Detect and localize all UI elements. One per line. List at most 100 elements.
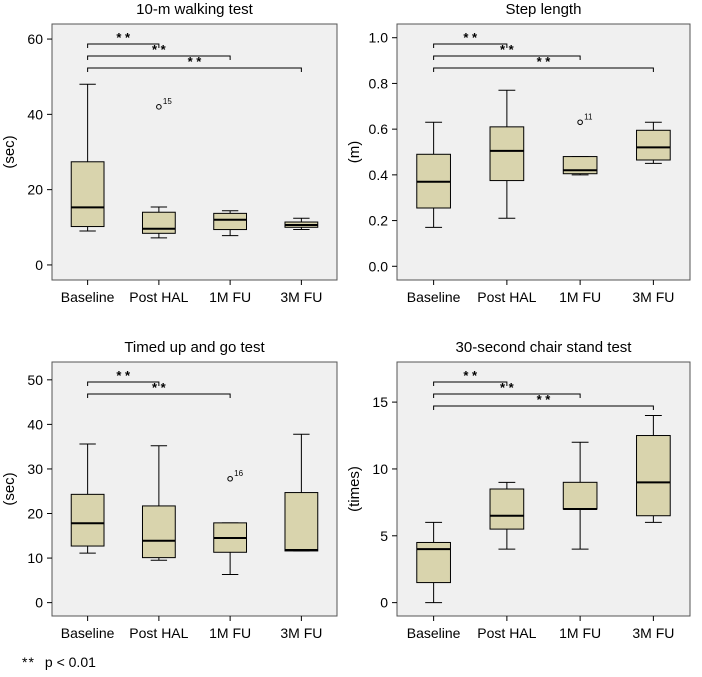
box-baseline (70, 83, 105, 232)
box-3m-fu (284, 217, 319, 231)
y-tick-label: 10 (27, 550, 43, 566)
significance-bracket: * * (433, 54, 654, 72)
significance-stars: * * (116, 368, 131, 383)
y-tick-label: 20 (27, 182, 43, 198)
y-tick-label: 0.8 (369, 75, 389, 91)
x-tick-label: 3M FU (280, 289, 322, 305)
footnote-stars: ** (22, 654, 35, 670)
y-tick-label: 0 (35, 595, 43, 611)
significance-bracket: * * (87, 30, 160, 48)
box-post-hal (141, 445, 176, 561)
box-baseline (70, 443, 105, 554)
box-baseline (416, 121, 451, 228)
x-tick-label: 1M FU (559, 625, 601, 641)
y-tick-label: 0.0 (369, 258, 389, 274)
chart-title: 30-second chair stand test (456, 339, 633, 356)
y-axis-label: (m) (346, 141, 363, 164)
box-iqr (141, 211, 176, 234)
significance-stars: * * (152, 42, 167, 57)
box-1m-fu (562, 441, 598, 550)
bracket-line (87, 393, 231, 398)
box-iqr (213, 212, 248, 231)
box-iqr (70, 161, 105, 228)
significance-bracket: * * (87, 380, 231, 398)
x-tick-label: Post HAL (129, 289, 188, 305)
chart-panel-1: 10-m walking test 0 20 40 60 (sec) Baseline Pos… (1, 1, 338, 305)
chart-panel-3: Timed up and go test 0 10 20 30 40 50 (sec) Base… (1, 339, 338, 641)
significance-bracket: * * (87, 54, 302, 72)
bracket-line (433, 43, 508, 48)
significance-stars: * * (463, 368, 478, 383)
x-tick-label: 3M FU (632, 289, 674, 305)
bracket-line (433, 381, 508, 386)
box-iqr (284, 492, 319, 552)
box-1m-fu: 16 (213, 469, 248, 576)
bracket-line (87, 381, 160, 386)
x-tick-label: Baseline (407, 625, 461, 641)
x-tick-label: 1M FU (559, 289, 601, 305)
box-iqr (489, 126, 525, 182)
box-iqr (636, 435, 671, 517)
bracket-line (433, 393, 581, 398)
chart-panel-4: 30-second chair stand test 0 5 10 15 (times) B… (346, 339, 691, 641)
box-3m-fu (636, 414, 671, 523)
box-3m-fu (636, 121, 671, 164)
significance-bracket: * * (433, 42, 581, 60)
box-post-hal (489, 89, 525, 219)
box-iqr (562, 481, 598, 510)
y-tick-label: 1.0 (369, 30, 389, 46)
significance-bracket: * * (433, 368, 508, 386)
x-tick-label: 1M FU (209, 289, 251, 305)
significance-stars: * * (152, 380, 167, 395)
significance-stars: * * (537, 392, 552, 407)
x-tick-label: Post HAL (477, 625, 536, 641)
y-tick-label: 0 (35, 257, 43, 273)
x-tick-label: Baseline (61, 625, 115, 641)
box-iqr (489, 488, 525, 530)
significance-stars: * * (537, 54, 552, 69)
y-axis-label: (sec) (1, 472, 18, 505)
bracket-line (87, 67, 302, 72)
y-tick-label: 30 (27, 461, 43, 477)
x-tick-label: 1M FU (209, 625, 251, 641)
significance-stars: * * (500, 42, 515, 57)
box-3m-fu (284, 433, 319, 552)
y-tick-label: 0.4 (369, 167, 389, 183)
bracket-line (433, 405, 654, 410)
x-tick-label: 3M FU (632, 625, 674, 641)
y-axis-label: (sec) (1, 135, 18, 168)
y-tick-label: 10 (372, 461, 388, 477)
x-tick-label: Baseline (407, 289, 461, 305)
chart-panel-2: Step length 0.0 0.2 0.4 0.6 0.8 1.0 (m) Baseline… (346, 1, 691, 305)
chart-title: Timed up and go test (124, 339, 265, 356)
box-post-hal (489, 481, 525, 550)
y-tick-label: 0.2 (369, 213, 389, 229)
y-tick-label: 15 (372, 394, 388, 410)
y-axis-label: (times) (346, 466, 363, 512)
outlier-label: 16 (234, 469, 243, 478)
y-tick-label: 40 (27, 416, 43, 432)
significance-bracket: * * (87, 42, 231, 60)
x-tick-label: Post HAL (477, 289, 536, 305)
y-tick-label: 0.6 (369, 121, 389, 137)
significance-bracket: * * (87, 368, 160, 386)
significance-bracket: * * (433, 30, 508, 48)
box-1m-fu (213, 210, 248, 237)
significance-stars: * * (500, 380, 515, 395)
significance-bracket: * * (433, 380, 581, 398)
significance-bracket: * * (433, 392, 654, 410)
y-tick-label: 5 (380, 528, 388, 544)
significance-stars: * * (188, 54, 203, 69)
y-tick-label: 60 (27, 31, 43, 47)
chart-title: 10-m walking test (136, 1, 254, 18)
bracket-line (433, 55, 581, 60)
significance-stars: * * (116, 30, 131, 45)
x-tick-label: 3M FU (280, 625, 322, 641)
charts-figure: 10-m walking test 0 20 40 60 (sec) Baseline Pos… (1, 1, 691, 641)
plot-area (51, 361, 338, 617)
bracket-line (87, 55, 231, 60)
box-post-hal: 15 (141, 97, 176, 239)
y-tick-label: 50 (27, 372, 43, 388)
x-tick-label: Post HAL (129, 625, 188, 641)
outlier-point (227, 475, 233, 482)
